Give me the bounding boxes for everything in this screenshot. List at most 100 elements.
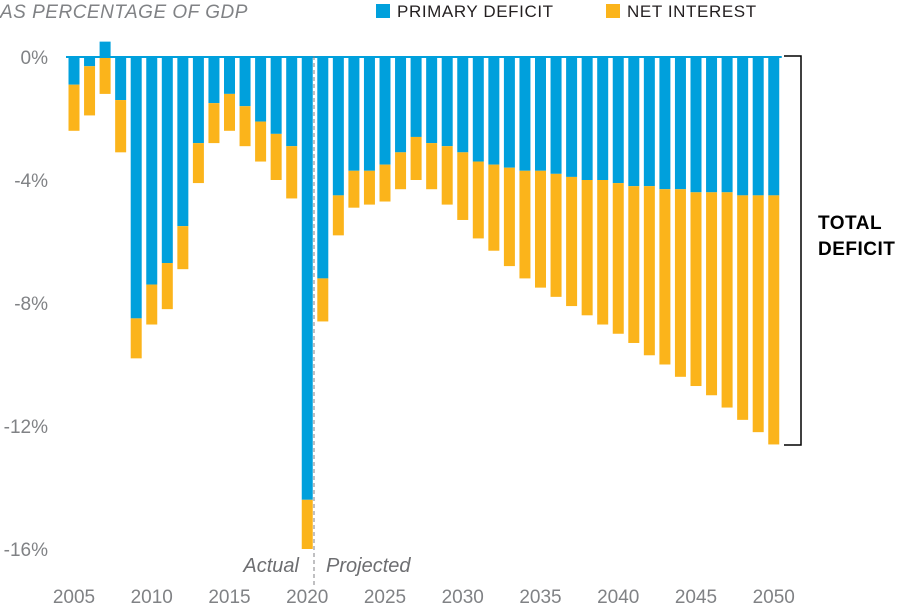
bar-primary-deficit-2025 [379, 57, 391, 165]
bar-primary-deficit-2010 [146, 57, 158, 285]
bar-net-interest-2047 [721, 192, 733, 408]
x-tick-label: 2045 [675, 587, 717, 608]
bar-primary-deficit-2023 [348, 57, 360, 171]
bar-primary-deficit-2021 [317, 57, 329, 279]
bar-primary-deficit-2037 [566, 57, 578, 177]
bar-net-interest-2036 [550, 173, 562, 297]
bar-net-interest-2027 [410, 136, 422, 180]
bar-primary-deficit-2039 [597, 57, 609, 180]
legend-label-net-interest: NET INTEREST [627, 2, 757, 21]
bar-net-interest-2015 [224, 93, 235, 131]
bar-primary-deficit-2044 [674, 57, 686, 190]
bar-net-interest-2029 [441, 146, 453, 205]
bar-net-interest-2006 [84, 66, 96, 116]
projected-label: Projected [326, 555, 411, 577]
bar-net-interest-2016 [239, 106, 251, 147]
bar-primary-deficit-2048 [737, 57, 749, 196]
total-deficit-label-line2: DEFICIT [818, 239, 895, 260]
bar-primary-deficit-2050 [768, 57, 780, 196]
bar-primary-deficit-2049 [752, 57, 764, 196]
bar-net-interest-2048 [737, 195, 749, 420]
y-tick-label: -16% [4, 540, 48, 561]
x-tick-label: 2020 [286, 587, 328, 608]
x-tick-label: 2030 [442, 587, 484, 608]
bar-net-interest-2049 [752, 195, 764, 433]
x-tick-label: 2025 [364, 587, 406, 608]
bar-net-interest-2035 [535, 170, 546, 288]
bar-primary-deficit-2007 [99, 41, 111, 57]
bar-net-interest-2042 [643, 186, 655, 356]
y-axis-label: AS PERCENTAGE OF GDP [0, 2, 248, 23]
bar-primary-deficit-2016 [239, 57, 251, 107]
bar-primary-deficit-2008 [115, 57, 127, 101]
bar-primary-deficit-2020 [301, 57, 313, 500]
bar-primary-deficit-2030 [457, 57, 469, 153]
x-tick-label: 2050 [753, 587, 795, 608]
bar-net-interest-2007 [99, 57, 111, 94]
bar-primary-deficit-2009 [130, 57, 142, 319]
x-tick-label: 2035 [519, 587, 561, 608]
bar-net-interest-2009 [130, 318, 142, 359]
bar-net-interest-2012 [177, 226, 189, 270]
bar-primary-deficit-2040 [612, 57, 624, 184]
bar-net-interest-2022 [332, 195, 344, 236]
x-tick-label: 2040 [597, 587, 639, 608]
bar-net-interest-2025 [379, 164, 391, 202]
bar-net-interest-2021 [317, 278, 329, 322]
bar-net-interest-2041 [628, 186, 640, 343]
bar-primary-deficit-2028 [426, 57, 438, 144]
bar-net-interest-2008 [115, 100, 127, 153]
bar-primary-deficit-2041 [628, 57, 640, 187]
bar-net-interest-2045 [690, 192, 702, 387]
legend-swatch-net-interest [606, 4, 620, 18]
bar-net-interest-2050 [768, 195, 780, 445]
y-tick-label: 0% [21, 48, 49, 69]
bar-primary-deficit-2018 [270, 57, 282, 134]
bar-primary-deficit-2047 [721, 57, 733, 193]
bar-net-interest-2046 [706, 192, 718, 396]
bar-net-interest-2043 [659, 189, 671, 365]
legend-swatch-primary-deficit [376, 4, 390, 18]
bar-primary-deficit-2026 [395, 57, 407, 153]
bar-primary-deficit-2038 [581, 57, 593, 180]
bar-net-interest-2044 [674, 189, 686, 377]
bar-primary-deficit-2006 [84, 57, 96, 67]
bar-primary-deficit-2012 [177, 57, 189, 227]
bar-primary-deficit-2046 [706, 57, 718, 193]
y-axis-ticks: 0% -4% -8% -12% -16% [4, 48, 48, 561]
x-tick-label: 2015 [208, 587, 250, 608]
bar-net-interest-2028 [426, 143, 438, 190]
bar-primary-deficit-2036 [550, 57, 562, 174]
bar-primary-deficit-2015 [224, 57, 235, 94]
bar-primary-deficit-2033 [503, 57, 515, 168]
y-tick-label: -8% [14, 294, 48, 315]
bar-net-interest-2031 [472, 161, 484, 239]
bar-net-interest-2023 [348, 170, 360, 208]
bar-net-interest-2018 [270, 133, 282, 180]
bar-primary-deficit-2034 [519, 57, 531, 171]
bar-net-interest-2039 [597, 180, 609, 325]
bar-net-interest-2011 [161, 263, 173, 310]
x-axis-ticks: 2005 2010 2015 2020 2025 2030 2035 2040 2045 2050 [53, 587, 795, 608]
bar-net-interest-2026 [395, 152, 407, 190]
bar-primary-deficit-2043 [659, 57, 671, 190]
total-deficit-label-line1: TOTAL [818, 213, 882, 234]
bar-net-interest-2038 [581, 180, 593, 316]
bar-primary-deficit-2032 [488, 57, 500, 165]
bar-net-interest-2013 [192, 143, 204, 184]
bar-primary-deficit-2013 [192, 57, 204, 144]
bar-net-interest-2017 [255, 121, 267, 162]
legend-label-primary-deficit: PRIMARY DEFICIT [397, 2, 554, 21]
bar-series [68, 41, 780, 549]
bar-primary-deficit-2011 [161, 57, 173, 264]
bar-net-interest-2014 [208, 103, 220, 144]
bar-net-interest-2037 [566, 176, 578, 307]
y-tick-label: -4% [14, 171, 48, 192]
bar-primary-deficit-2005 [68, 57, 80, 85]
actual-label: Actual [242, 555, 299, 577]
bar-primary-deficit-2027 [410, 57, 422, 137]
bar-primary-deficit-2019 [286, 57, 298, 147]
bar-net-interest-2020 [301, 499, 313, 549]
bar-net-interest-2010 [146, 284, 158, 325]
